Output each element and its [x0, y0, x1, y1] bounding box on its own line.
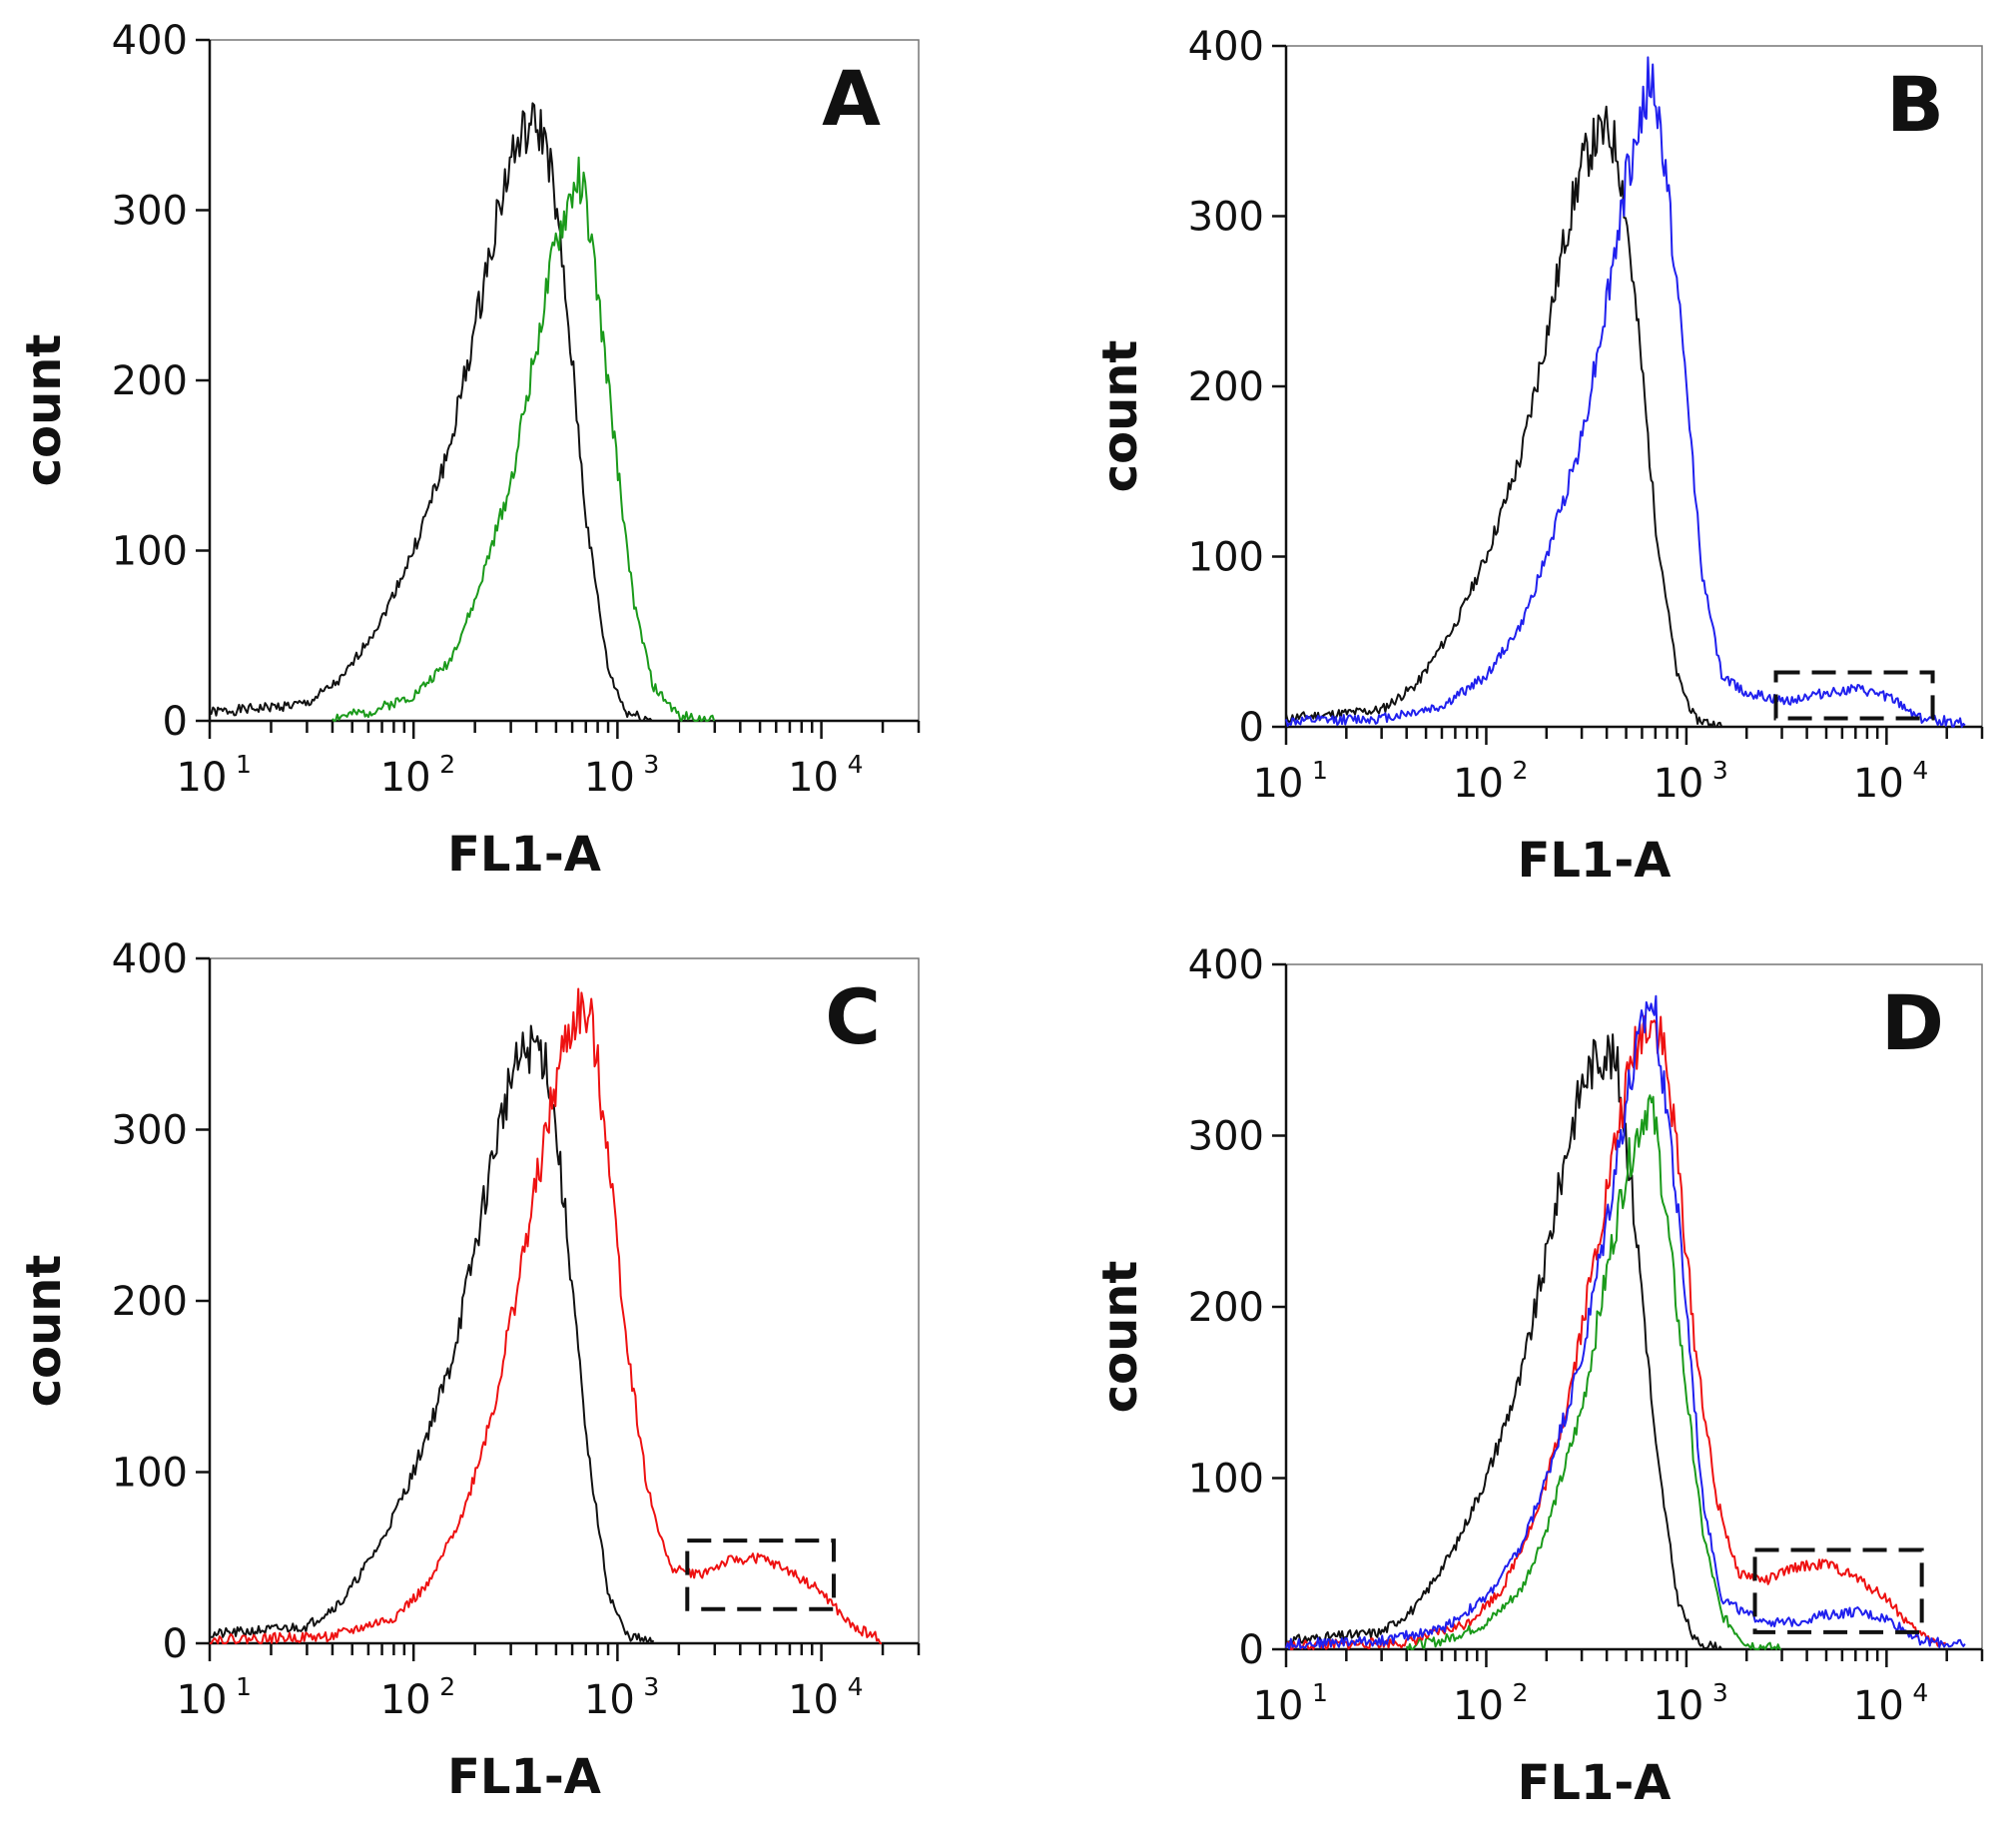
- x-axis-label: FL1-A: [447, 827, 601, 883]
- x-axis-label: FL1-A: [1518, 833, 1672, 889]
- panel-letter: B: [1886, 60, 1944, 149]
- y-tick-label: 200: [1188, 364, 1264, 410]
- x-tick-label: 10: [1853, 761, 1904, 807]
- x-tick-exponent: 4: [848, 1672, 864, 1701]
- x-tick-exponent: 1: [1312, 1678, 1328, 1707]
- x-tick-exponent: 1: [236, 1672, 252, 1701]
- series-green: [1405, 1094, 1782, 1650]
- y-tick-label: 200: [112, 1279, 188, 1325]
- x-tick-exponent: 2: [1512, 1678, 1528, 1707]
- y-tick-label: 200: [112, 358, 188, 404]
- y-tick-label: 100: [112, 1451, 188, 1497]
- y-tick-label: 400: [112, 936, 188, 982]
- y-tick-label: 300: [112, 189, 188, 235]
- x-tick-exponent: 3: [643, 1672, 659, 1701]
- x-tick-exponent: 4: [848, 750, 864, 779]
- y-axis-label: count: [16, 334, 72, 487]
- y-tick-label: 400: [1188, 24, 1264, 70]
- panel-letter: D: [1881, 978, 1944, 1067]
- y-tick-label: 0: [163, 1621, 188, 1667]
- y-tick-label: 0: [1239, 705, 1264, 751]
- x-tick-exponent: 3: [1712, 1678, 1728, 1707]
- gate-box: [1773, 670, 1935, 721]
- x-tick-label: 10: [788, 1677, 839, 1723]
- series-control: [209, 102, 654, 722]
- y-tick-label: 100: [1188, 1457, 1264, 1503]
- series-control: [1285, 1033, 1723, 1650]
- y-tick-label: 300: [1188, 1114, 1264, 1160]
- y-tick-label: 400: [112, 18, 188, 64]
- x-tick-label: 10: [1853, 1683, 1904, 1729]
- x-tick-label: 10: [1453, 1683, 1504, 1729]
- x-tick-exponent: 2: [1512, 756, 1528, 785]
- series-red: [1285, 1014, 1946, 1650]
- panel-c: 0 100 200 300 400 10 1 10 2 10 3 10 4 FL1-A count C: [16, 936, 921, 1805]
- x-tick-label: 10: [584, 1677, 635, 1723]
- x-tick-label: 10: [788, 755, 839, 801]
- x-tick-label: 10: [1653, 1683, 1703, 1729]
- gate-box: [685, 1538, 836, 1611]
- x-tick-label: 10: [1653, 761, 1703, 807]
- x-tick-label: 10: [177, 1677, 228, 1723]
- x-tick-exponent: 4: [1912, 1678, 1928, 1707]
- y-tick-label: 100: [1188, 535, 1264, 581]
- plot-frame: [1286, 963, 1983, 1649]
- y-tick-label: 200: [1188, 1285, 1264, 1331]
- gate-box: [1752, 1547, 1924, 1634]
- plot-frame: [1286, 45, 1983, 727]
- x-tick-exponent: 2: [439, 750, 455, 779]
- x-tick-exponent: 3: [643, 750, 659, 779]
- panel-letter: A: [822, 54, 881, 143]
- series-green: [332, 156, 716, 722]
- x-tick-label: 10: [1253, 1683, 1304, 1729]
- x-tick-exponent: 2: [439, 1672, 455, 1701]
- x-tick-exponent: 3: [1712, 756, 1728, 785]
- panel-d: 0 100 200 300 400 10 1 10 2 10 3 10 4 FL1-A count D: [1092, 942, 1984, 1811]
- plot-frame: [210, 957, 920, 1643]
- y-tick-label: 300: [112, 1108, 188, 1154]
- y-axis-label: count: [1092, 1261, 1148, 1414]
- x-axis-label: FL1-A: [447, 1749, 601, 1805]
- plot-frame: [210, 39, 920, 721]
- y-tick-label: 300: [1188, 195, 1264, 241]
- series-red: [210, 987, 883, 1644]
- series-blue: [1285, 56, 1966, 728]
- series-control: [1285, 105, 1723, 728]
- x-tick-label: 10: [1453, 761, 1504, 807]
- panel-a: 0 100 200 300 400 10 1 10 2 10 3 10 4 FL1-A count A: [16, 18, 921, 883]
- x-tick-exponent: 1: [236, 750, 252, 779]
- series-blue: [1285, 994, 1966, 1650]
- x-tick-label: 10: [584, 755, 635, 801]
- y-tick-label: 0: [163, 699, 188, 745]
- x-tick-label: 10: [177, 755, 228, 801]
- x-tick-label: 10: [380, 755, 431, 801]
- panel-b: 0 100 200 300 400 10 1 10 2 10 3 10 4 FL1-A count B: [1092, 24, 1984, 889]
- y-axis-label: count: [16, 1255, 72, 1408]
- x-tick-exponent: 1: [1312, 756, 1328, 785]
- panel-letter: C: [825, 972, 881, 1061]
- y-tick-label: 400: [1188, 942, 1264, 988]
- y-tick-label: 0: [1239, 1627, 1264, 1673]
- x-tick-exponent: 4: [1912, 756, 1928, 785]
- y-tick-label: 100: [112, 529, 188, 575]
- x-tick-label: 10: [1253, 761, 1304, 807]
- x-tick-label: 10: [380, 1677, 431, 1723]
- series-control: [209, 1024, 655, 1644]
- y-axis-label: count: [1092, 340, 1148, 493]
- x-axis-label: FL1-A: [1518, 1755, 1672, 1811]
